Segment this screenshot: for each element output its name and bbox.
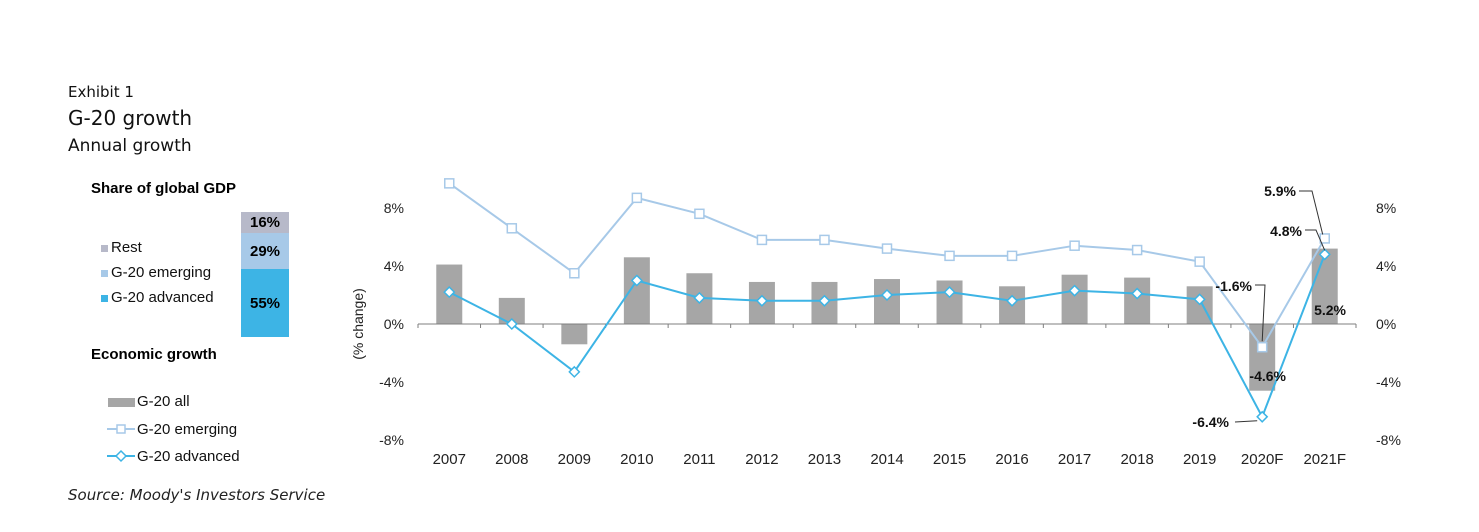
point-g20-advanced bbox=[1131, 287, 1144, 300]
x-tick-label: 2020F bbox=[1241, 451, 1284, 468]
annotation-leader bbox=[1255, 284, 1266, 342]
point-g20-advanced bbox=[818, 294, 831, 307]
point-g20-emerging bbox=[506, 223, 518, 234]
x-tick-label: 2010 bbox=[620, 451, 653, 468]
x-tick-label: 2008 bbox=[495, 451, 528, 468]
growth-legend-title: Economic growth bbox=[91, 346, 217, 363]
point-g20-advanced bbox=[568, 365, 581, 378]
bar-g20-all bbox=[874, 279, 900, 324]
x-tick-label: 2015 bbox=[933, 451, 966, 468]
x-tick-label: 2018 bbox=[1120, 451, 1153, 468]
rest-legend-label: Rest bbox=[111, 239, 142, 256]
data-label: -6.4% bbox=[1192, 414, 1229, 430]
x-tick-label: 2013 bbox=[808, 451, 841, 468]
x-tick-label: 2021F bbox=[1303, 451, 1346, 468]
chart-title: G-20 growth bbox=[68, 106, 193, 130]
g20-emerging-share-swatch bbox=[101, 270, 108, 277]
data-label: -1.6% bbox=[1215, 278, 1252, 294]
point-g20-advanced bbox=[1006, 294, 1019, 307]
point-g20-advanced bbox=[505, 317, 518, 331]
point-g20-advanced bbox=[880, 288, 894, 302]
share-panel-title: Share of global GDP bbox=[91, 180, 237, 197]
data-label: -4.6% bbox=[1249, 368, 1286, 384]
x-tick-label: 2016 bbox=[995, 451, 1028, 468]
y-tick-label-left: 4% bbox=[384, 258, 404, 274]
point-g20-emerging bbox=[881, 243, 893, 254]
bar-g20-all bbox=[1061, 274, 1088, 324]
point-g20-emerging bbox=[1069, 240, 1080, 251]
point-g20-advanced bbox=[1318, 248, 1331, 261]
annotation-leader bbox=[1299, 190, 1324, 235]
source-note: Source: Moody's Investors Service bbox=[68, 486, 326, 504]
g20-advanced-share-segment: 55% bbox=[241, 269, 289, 337]
point-g20-emerging bbox=[819, 234, 830, 246]
data-label: 5.9% bbox=[1264, 183, 1296, 199]
g20-advanced-legend-swatch bbox=[107, 449, 135, 463]
g20-advanced-legend-label: G-20 advanced bbox=[137, 448, 240, 465]
data-label: 4.8% bbox=[1270, 223, 1302, 239]
point-g20-emerging bbox=[1194, 256, 1205, 267]
g20-emerging-share-label: G-20 emerging bbox=[111, 264, 212, 281]
x-tick-label: 2017 bbox=[1058, 451, 1091, 468]
g20-advanced-share-label: G-20 advanced bbox=[111, 289, 214, 306]
point-g20-advanced bbox=[1256, 410, 1269, 423]
rest-share-segment: 16% bbox=[241, 212, 289, 233]
g20-emerging-legend-label: G-20 emerging bbox=[137, 421, 238, 438]
point-g20-emerging bbox=[444, 178, 455, 189]
bar-g20-all bbox=[1124, 277, 1151, 324]
point-g20-advanced bbox=[755, 294, 768, 307]
annotation-leader bbox=[1305, 229, 1326, 251]
y-tick-label-left: -4% bbox=[379, 374, 404, 390]
g20-all-legend-swatch bbox=[108, 398, 135, 407]
annotation-leader bbox=[1234, 420, 1258, 423]
y-tick-label-right: 4% bbox=[1376, 258, 1396, 274]
x-tick-label: 2011 bbox=[683, 451, 715, 468]
x-tick-label: 2019 bbox=[1183, 451, 1216, 468]
y-tick-label-right: 0% bbox=[1376, 316, 1396, 332]
y-axis-title: (% change) bbox=[350, 288, 366, 360]
bar-g20-all bbox=[561, 324, 588, 345]
g20-advanced-share-swatch bbox=[101, 295, 108, 302]
x-tick-label: 2014 bbox=[870, 451, 903, 468]
rest-legend-swatch bbox=[101, 245, 108, 252]
g20-emerging-share-segment: 29% bbox=[241, 233, 289, 269]
y-tick-label-right: -4% bbox=[1376, 374, 1401, 390]
y-tick-label-left: 8% bbox=[384, 200, 404, 216]
point-g20-advanced bbox=[443, 286, 456, 299]
point-g20-advanced bbox=[1068, 284, 1081, 297]
x-tick-label: 2012 bbox=[745, 451, 778, 468]
g20-emerging-legend-swatch bbox=[107, 424, 135, 434]
chart-subtitle: Annual growth bbox=[68, 136, 192, 156]
x-tick-label: 2009 bbox=[558, 451, 591, 468]
y-tick-label-left: -8% bbox=[379, 432, 404, 448]
y-tick-label-right: 8% bbox=[1376, 200, 1396, 216]
y-tick-label-right: -8% bbox=[1376, 432, 1401, 448]
point-g20-advanced bbox=[1193, 293, 1206, 306]
g20-all-legend-label: G-20 all bbox=[137, 393, 190, 410]
point-g20-emerging bbox=[944, 250, 955, 262]
point-g20-emerging bbox=[1256, 341, 1268, 353]
point-g20-emerging bbox=[631, 192, 643, 204]
point-g20-emerging bbox=[569, 268, 580, 279]
point-g20-emerging bbox=[756, 234, 768, 246]
point-g20-emerging bbox=[1006, 250, 1018, 262]
point-g20-advanced bbox=[630, 274, 643, 287]
point-g20-emerging bbox=[1131, 244, 1143, 256]
point-g20-advanced bbox=[693, 291, 706, 304]
data-label: 5.2% bbox=[1314, 302, 1346, 318]
point-g20-emerging bbox=[694, 208, 705, 220]
point-g20-advanced bbox=[943, 286, 956, 299]
bar-g20-all bbox=[1311, 248, 1338, 324]
y-tick-label-left: 0% bbox=[384, 316, 404, 332]
bar-g20-all bbox=[623, 257, 650, 324]
point-g20-emerging bbox=[1319, 233, 1330, 244]
exhibit-label: Exhibit 1 bbox=[68, 83, 134, 101]
x-tick-label: 2007 bbox=[433, 451, 466, 468]
